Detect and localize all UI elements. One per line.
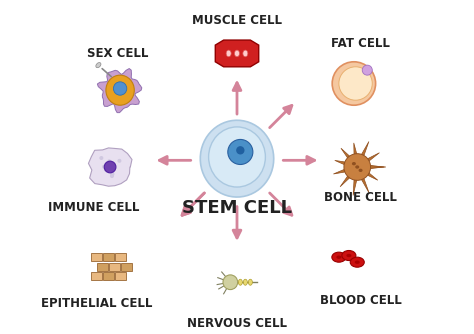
Polygon shape [328, 169, 345, 175]
FancyBboxPatch shape [103, 253, 114, 261]
Ellipse shape [337, 256, 341, 259]
Ellipse shape [235, 50, 239, 57]
Text: NERVOUS CELL: NERVOUS CELL [187, 318, 287, 330]
Ellipse shape [243, 279, 247, 285]
Circle shape [102, 165, 106, 169]
Polygon shape [201, 120, 274, 197]
Polygon shape [97, 68, 142, 113]
Polygon shape [341, 149, 349, 158]
Polygon shape [353, 180, 356, 194]
Ellipse shape [350, 257, 364, 267]
FancyBboxPatch shape [91, 272, 102, 280]
Polygon shape [371, 166, 382, 168]
FancyBboxPatch shape [116, 253, 126, 261]
Polygon shape [335, 160, 345, 165]
Circle shape [110, 172, 114, 176]
Text: IMMUNE CELL: IMMUNE CELL [48, 201, 139, 213]
Polygon shape [339, 176, 349, 187]
Circle shape [339, 67, 372, 100]
Ellipse shape [355, 261, 360, 264]
Text: FAT CELL: FAT CELL [331, 37, 390, 50]
Circle shape [110, 174, 114, 178]
Ellipse shape [238, 279, 242, 285]
Ellipse shape [243, 50, 248, 57]
Ellipse shape [248, 279, 252, 285]
Ellipse shape [332, 252, 346, 262]
Circle shape [110, 172, 114, 176]
Polygon shape [354, 143, 356, 154]
Text: STEM CELL: STEM CELL [182, 199, 292, 217]
Ellipse shape [346, 254, 351, 257]
Ellipse shape [209, 127, 265, 187]
Polygon shape [362, 144, 368, 155]
Ellipse shape [352, 162, 356, 165]
Ellipse shape [226, 50, 231, 57]
Text: MUSCLE CELL: MUSCLE CELL [192, 14, 282, 26]
Circle shape [362, 65, 372, 75]
Circle shape [100, 156, 103, 160]
FancyBboxPatch shape [97, 263, 108, 271]
Polygon shape [215, 40, 259, 67]
Ellipse shape [228, 140, 253, 165]
Text: EPITHELIAL CELL: EPITHELIAL CELL [41, 298, 153, 310]
Ellipse shape [355, 165, 359, 169]
Polygon shape [371, 166, 385, 168]
Polygon shape [89, 148, 132, 186]
Ellipse shape [96, 62, 101, 68]
Circle shape [332, 62, 375, 105]
Ellipse shape [104, 161, 116, 173]
FancyBboxPatch shape [103, 272, 114, 280]
Circle shape [107, 159, 111, 163]
Circle shape [223, 275, 237, 290]
Text: BLOOD CELL: BLOOD CELL [319, 294, 401, 307]
Text: BONE CELL: BONE CELL [324, 191, 397, 203]
Ellipse shape [106, 75, 134, 105]
Text: SEX CELL: SEX CELL [87, 47, 148, 60]
Polygon shape [344, 154, 371, 180]
Ellipse shape [342, 250, 356, 261]
Polygon shape [368, 173, 381, 182]
Ellipse shape [358, 169, 363, 172]
FancyBboxPatch shape [116, 272, 126, 280]
Ellipse shape [113, 82, 127, 95]
FancyBboxPatch shape [91, 253, 102, 261]
FancyBboxPatch shape [109, 263, 120, 271]
FancyBboxPatch shape [121, 263, 132, 271]
Polygon shape [362, 179, 370, 194]
Polygon shape [368, 153, 379, 161]
Circle shape [118, 159, 121, 163]
Ellipse shape [236, 146, 245, 154]
Circle shape [104, 168, 108, 172]
